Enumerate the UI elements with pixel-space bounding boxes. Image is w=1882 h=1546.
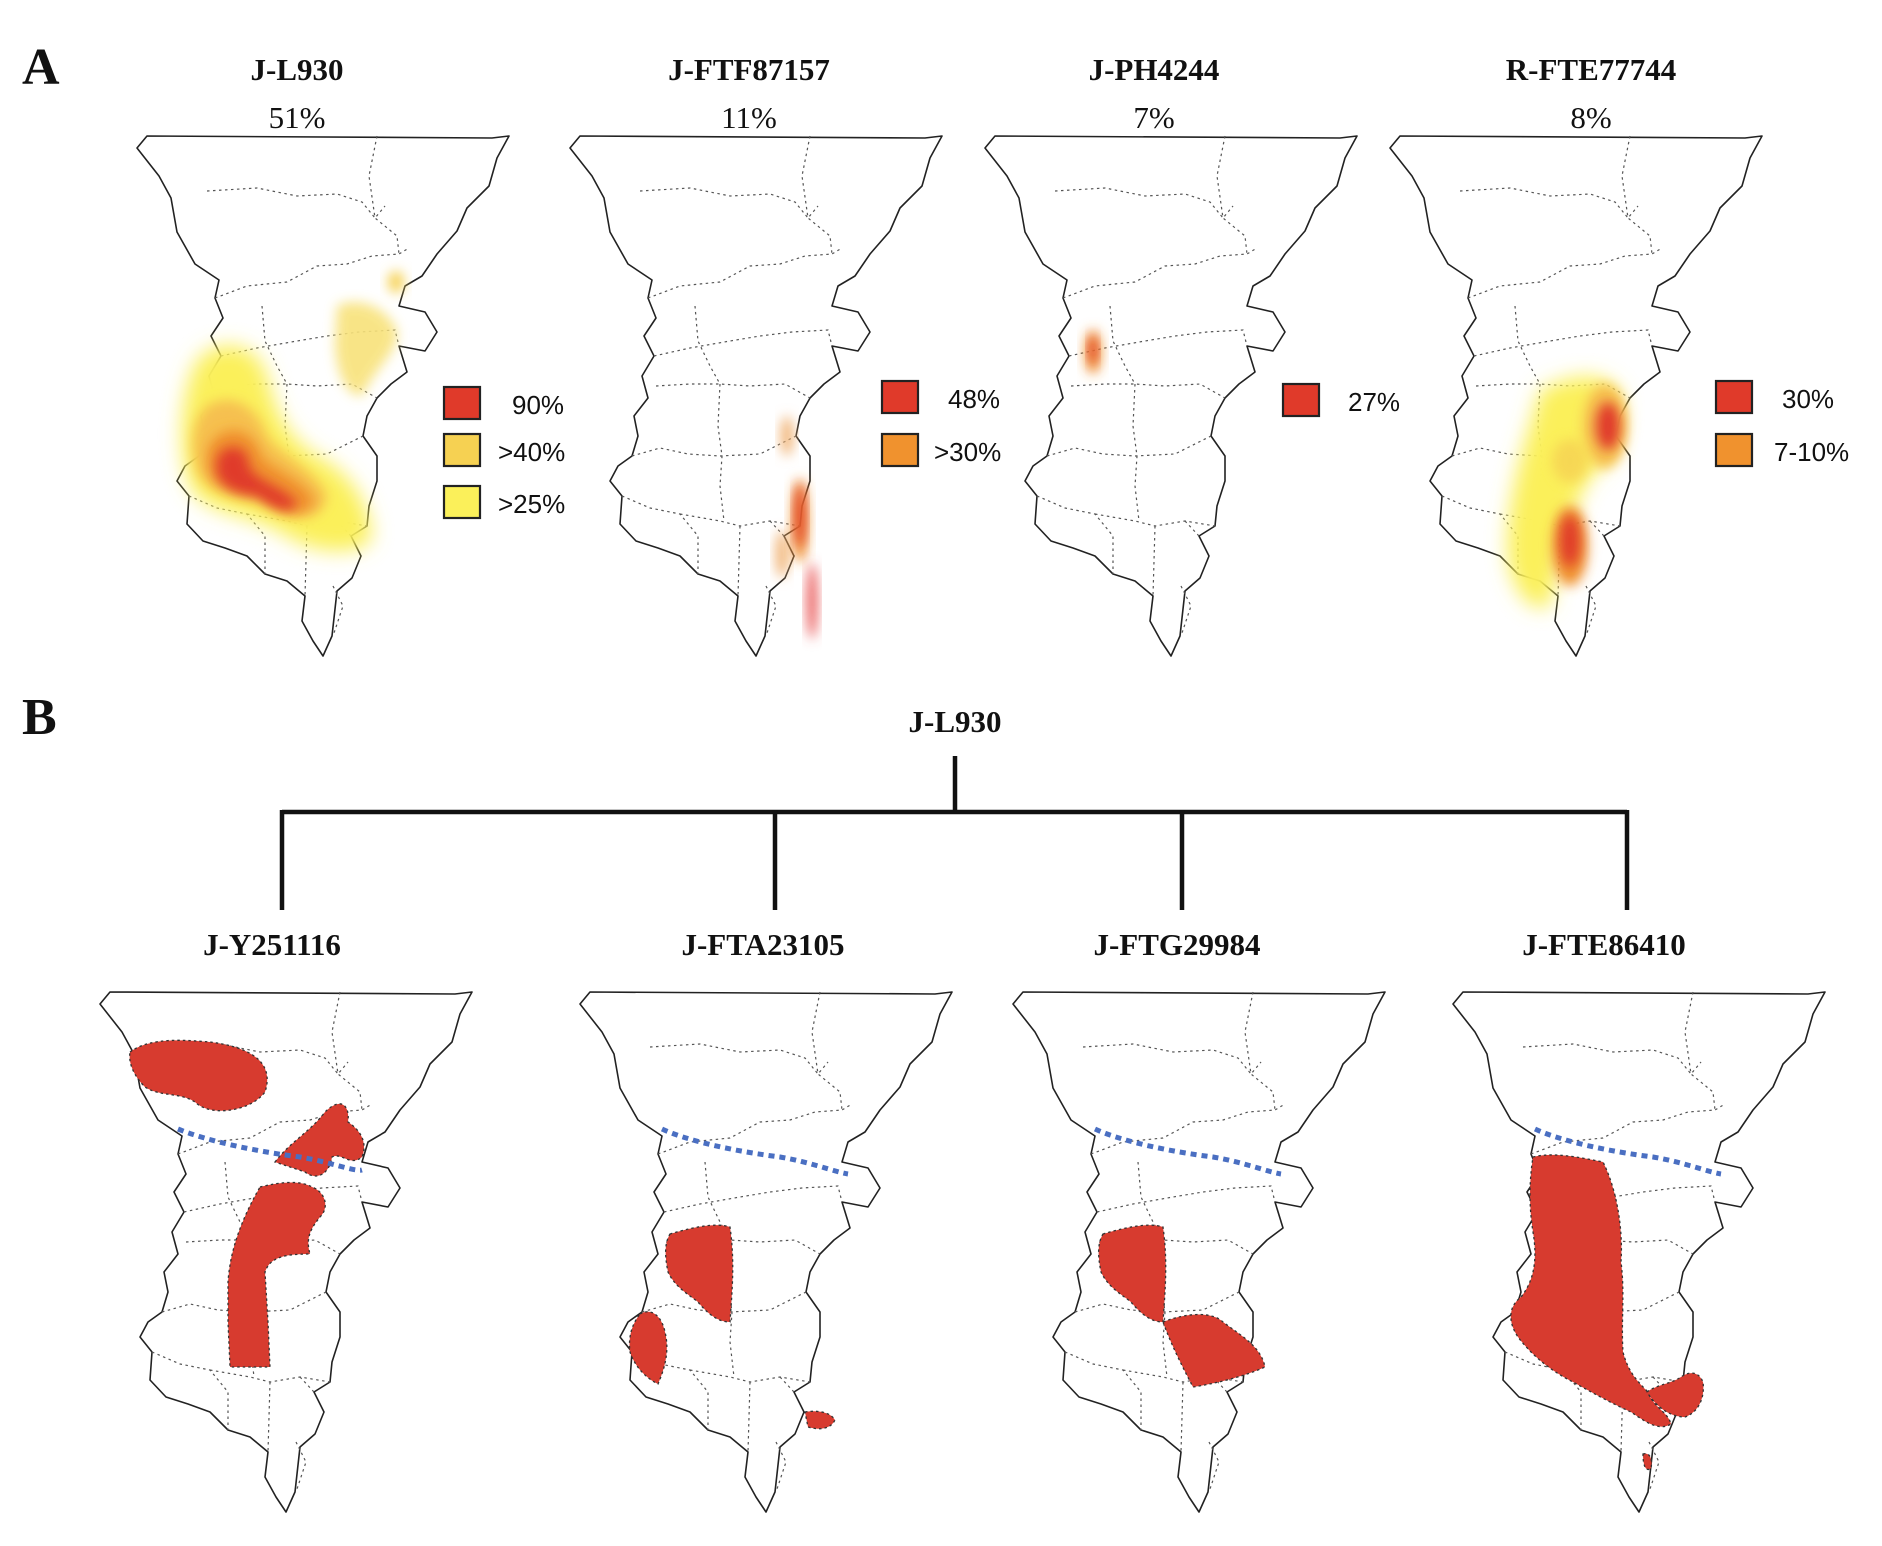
legend: 27% — [1281, 382, 1400, 418]
legend-label: 48% — [948, 384, 1000, 414]
panel-a-map-1: J-L930 51% 90% >40% >25% — [136, 52, 565, 657]
boundary-line — [1093, 1126, 1282, 1177]
panel-b-letter: B — [22, 689, 57, 746]
panel-a-letter: A — [22, 39, 60, 96]
frequency-heat — [182, 271, 404, 551]
basemap — [984, 135, 1358, 657]
legend-swatch-high — [880, 379, 920, 415]
tree-child-label: J-FTG29984 — [1093, 927, 1260, 962]
highlighted-regions — [1510, 1154, 1705, 1471]
panel-b-map-2 — [579, 991, 953, 1513]
legend-label: >40% — [498, 437, 565, 467]
tree-child-label: J-FTA23105 — [681, 927, 844, 962]
legend-swatch-high — [1714, 379, 1754, 415]
panel-a-map-2: J-FTF87157 11% 48% >30% — [569, 52, 1001, 657]
haplogroup-tree: J-L930 J-Y251116 J-FTA23105 J-FTG29984 J… — [203, 704, 1686, 962]
basemap — [136, 135, 510, 657]
basemap — [569, 135, 943, 657]
map-percent: 7% — [1133, 100, 1174, 135]
tree-root-label: J-L930 — [909, 704, 1002, 739]
legend: 90% >40% >25% — [442, 385, 565, 520]
map-percent: 8% — [1570, 100, 1611, 135]
frequency-heat — [776, 416, 817, 639]
map-percent: 51% — [269, 100, 326, 135]
frequency-heat — [1085, 330, 1101, 374]
legend-label: 27% — [1348, 387, 1400, 417]
legend: 30% 7-10% — [1714, 379, 1849, 468]
legend-swatch-medium — [1714, 432, 1754, 468]
highlighted-regions — [1097, 1224, 1266, 1388]
panel-b-map-3 — [1012, 991, 1386, 1513]
tree-child-label: J-Y251116 — [203, 927, 341, 962]
map-title: J-L930 — [251, 52, 344, 87]
panel-a-map-3: J-PH4244 7% 27% — [984, 52, 1400, 657]
map-percent: 11% — [721, 100, 777, 135]
legend-label: >25% — [498, 489, 565, 519]
boundary-line — [1533, 1126, 1722, 1177]
frequency-heat — [1507, 376, 1627, 608]
panel-b-map-1 — [99, 991, 473, 1513]
map-title: R-FTE77744 — [1506, 52, 1677, 87]
panel-b-map-4 — [1452, 991, 1826, 1513]
basemap — [1389, 135, 1763, 657]
legend-label: 7-10% — [1774, 437, 1849, 467]
legend-swatch-medium — [880, 432, 920, 468]
map-title: J-PH4244 — [1089, 52, 1220, 87]
legend-label: 30% — [1782, 384, 1834, 414]
highlighted-regions — [628, 1224, 836, 1430]
legend-swatch-medium — [442, 432, 482, 468]
legend-label: 90% — [512, 390, 564, 420]
boundary-line — [660, 1126, 849, 1177]
panel-a-map-4: R-FTE77744 8% 30% 7-10% — [1389, 52, 1849, 657]
legend-label: >30% — [934, 437, 1001, 467]
tree-child-label: J-FTE86410 — [1522, 927, 1686, 962]
legend-swatch-high — [1281, 382, 1321, 418]
legend-swatch-low — [442, 484, 482, 520]
map-title: J-FTF87157 — [668, 52, 830, 87]
legend: 48% >30% — [880, 379, 1001, 468]
legend-swatch-high — [442, 385, 482, 421]
